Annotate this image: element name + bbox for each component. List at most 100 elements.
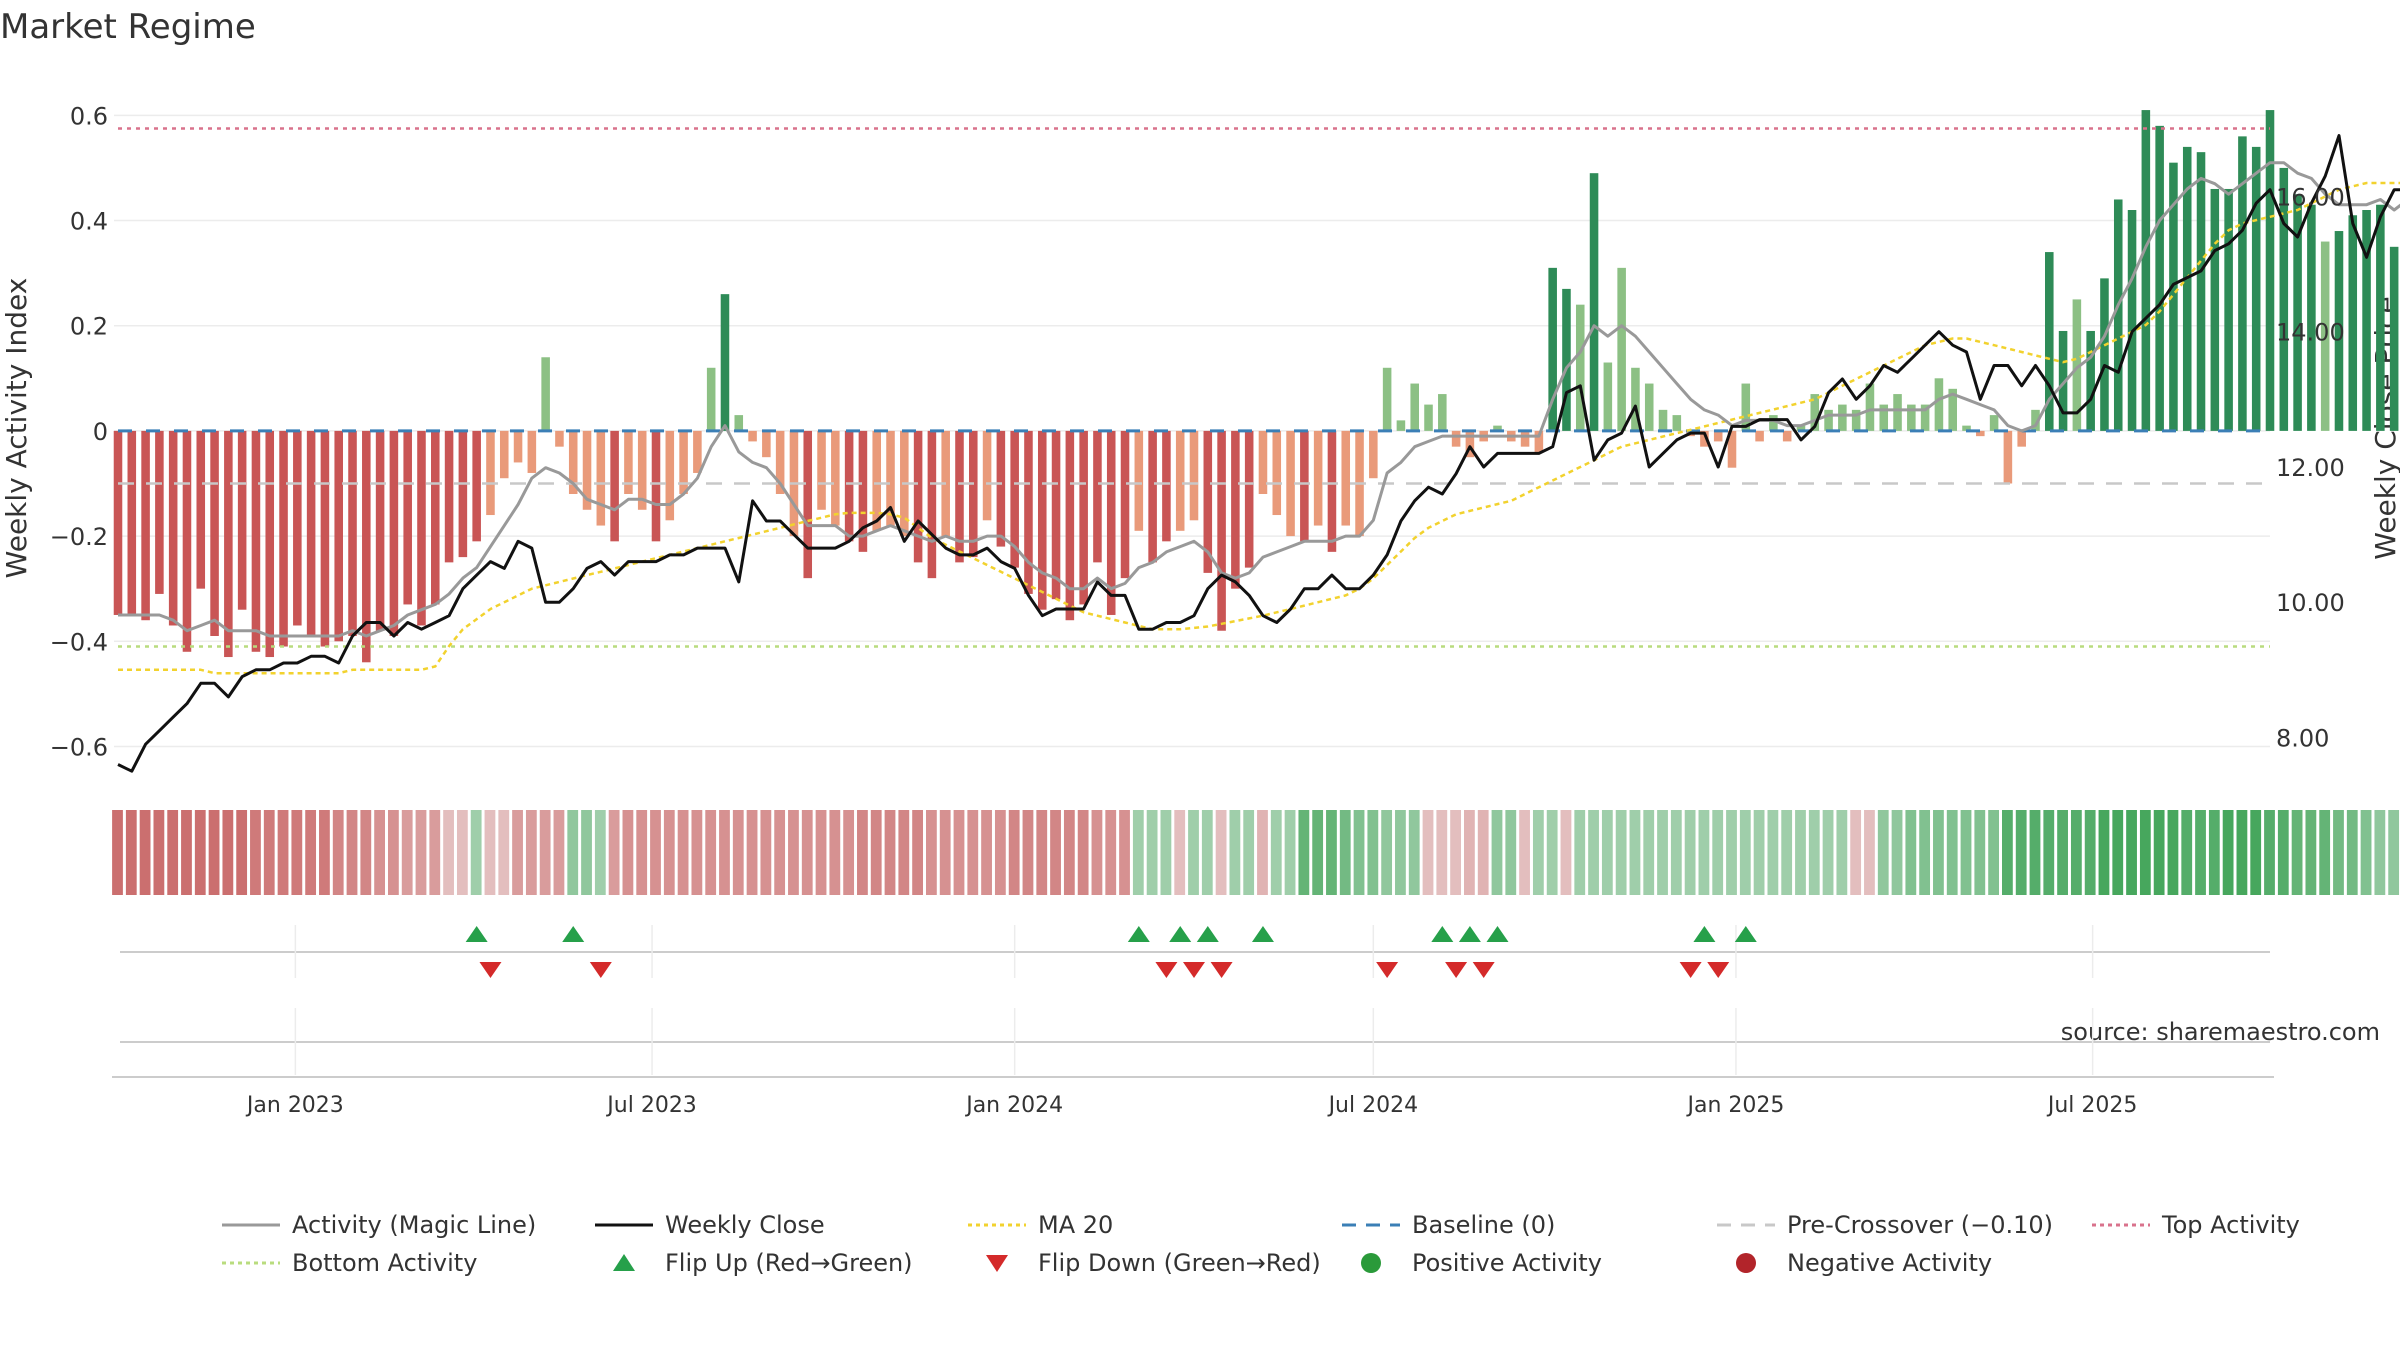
regime-cell [1326, 810, 1337, 895]
activity-bar [1410, 383, 1419, 431]
regime-cell [539, 810, 551, 895]
activity-bar [113, 430, 123, 615]
activity-bar [2058, 330, 2068, 431]
regime-cell [2236, 810, 2248, 895]
activity-bar [306, 430, 316, 636]
activity-bars [113, 110, 2399, 663]
activity-bar [251, 430, 261, 652]
regime-cell [125, 810, 137, 895]
regime-cell [732, 810, 744, 895]
legend-label: Top Activity [2161, 1211, 2300, 1239]
regime-cell [484, 810, 496, 895]
right-tick-label: 12.00 [2276, 454, 2345, 482]
regime-cell [898, 810, 910, 895]
legend-label: Activity (Magic Line) [292, 1211, 536, 1239]
activity-bar [1134, 430, 1144, 531]
activity-bar [1534, 430, 1544, 452]
activity-bar [1879, 404, 1889, 431]
activity-bar [499, 430, 509, 479]
regime-cell [2029, 810, 2041, 895]
regime-cell [112, 810, 123, 895]
regime-cell [291, 810, 303, 895]
regime-cell [194, 810, 206, 895]
activity-bar [265, 430, 275, 658]
regime-cell [1008, 810, 1020, 895]
regime-cell [1395, 810, 1406, 895]
regime-cell [1077, 810, 1089, 895]
regime-cell [2360, 810, 2372, 895]
activity-bar [596, 430, 606, 526]
activity-bar [831, 430, 840, 526]
activity-bar [472, 430, 481, 542]
regime-cell [801, 810, 813, 895]
activity-bar [1300, 430, 1309, 542]
regime-cell [1174, 810, 1186, 895]
flip-down-marker [1155, 962, 1178, 978]
regime-cell [719, 810, 730, 895]
regime-cell [2208, 810, 2220, 895]
activity-bar [1603, 362, 1613, 431]
legend-label: Baseline (0) [1412, 1211, 1555, 1239]
activity-bar [2003, 430, 2013, 484]
regime-strip [112, 810, 2400, 895]
regime-cell [1381, 810, 1393, 895]
activity-bar [872, 430, 881, 531]
regime-cell [456, 810, 468, 895]
regime-cell [1684, 810, 1696, 895]
regime-cell [705, 810, 717, 895]
activity-bar [748, 430, 757, 442]
activity-bar [2224, 188, 2233, 431]
activity-bar [210, 430, 219, 636]
regime-cell [1836, 810, 1848, 895]
regime-cell [139, 810, 151, 895]
regime-cell [746, 810, 758, 895]
regime-cell [167, 810, 179, 895]
activity-bar [817, 430, 826, 510]
regime-cell [2305, 810, 2317, 895]
regime-cell [1243, 810, 1255, 895]
activity-bar [2113, 199, 2123, 431]
regime-cell [2195, 810, 2206, 895]
regime-cell [760, 810, 772, 895]
regime-cell [1712, 810, 1724, 895]
legend-entry: Negative Activity [1736, 1249, 1992, 1277]
regime-cell [1284, 810, 1296, 895]
activity-bar [762, 430, 771, 458]
regime-cell [1574, 810, 1586, 895]
flip-down-marker [1472, 962, 1495, 978]
right-axis-ticks: 8.00 10.00 12.00 14.00 16.00 [2276, 183, 2345, 752]
regime-cell [2167, 810, 2179, 895]
regime-cell [1132, 810, 1144, 895]
regime-cell [1643, 810, 1655, 895]
regime-cell [208, 810, 220, 895]
legend-entry: Positive Activity [1361, 1249, 1602, 1277]
activity-bar [196, 430, 206, 589]
activity-bar [2320, 241, 2330, 431]
regime-cell [1201, 810, 1213, 895]
regime-cell [2098, 810, 2110, 895]
x-tick-label: Jul 2024 [1327, 1093, 1419, 1118]
regime-cell [2043, 810, 2055, 895]
regime-cell [443, 810, 454, 895]
activity-bar [334, 430, 343, 642]
regime-cell [1988, 810, 1999, 895]
regime-cell [2070, 810, 2082, 895]
activity-bar [2210, 188, 2220, 431]
regime-cell [1450, 810, 1461, 895]
legend-label: MA 20 [1038, 1211, 1113, 1239]
legend-entry: Baseline (0) [1342, 1211, 1555, 1239]
regime-cell [2181, 810, 2193, 895]
regime-cell [1408, 810, 1420, 895]
regime-cell [2319, 810, 2331, 895]
regime-cell [636, 810, 648, 895]
regime-cell [1905, 810, 1917, 895]
flip-up-marker [465, 926, 488, 942]
regime-cell [470, 810, 482, 895]
regime-cell [512, 810, 523, 895]
regime-cell [498, 810, 510, 895]
activity-bar [141, 430, 150, 621]
activity-bar [1313, 430, 1323, 526]
regime-cell [1353, 810, 1365, 895]
regime-cell [1588, 810, 1599, 895]
